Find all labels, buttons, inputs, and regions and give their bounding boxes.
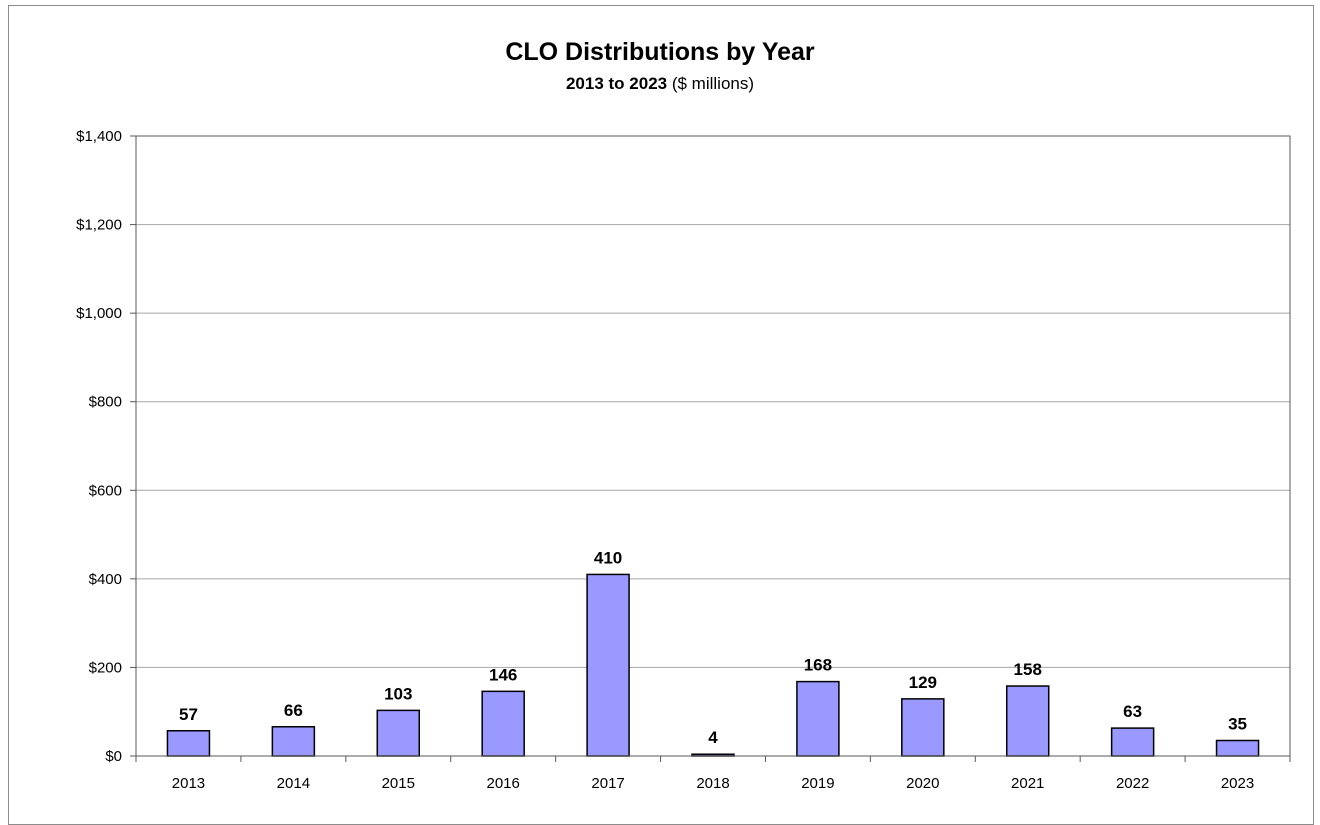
x-tick-label: 2016 [486,775,519,792]
y-tick-label: $1,400 [76,128,122,145]
data-label: 410 [594,548,622,567]
chart-subtitle-range: 2013 to 2023 [565,74,668,93]
data-label: 168 [804,656,832,675]
bar [376,709,421,757]
chart-frame [8,5,1314,825]
x-tick-label: 2015 [382,775,415,792]
bar [796,680,840,757]
labels: $0 $200 $400 $600 $800 $1,000 $1,200 $1,400 57 20… [76,128,1254,792]
data-label: 103 [384,684,412,703]
x-tick-label: 2023 [1221,775,1254,792]
axes [130,135,1291,762]
x-tick-label: 2017 [591,775,624,792]
x-tick-label: 2014 [277,775,310,792]
y-tick-label: $800 [89,394,122,411]
plot-area-border [135,135,1291,757]
data-label: 146 [489,665,517,684]
chart-subtitle: 2013 to 2023 ($ millions) [0,74,1320,94]
data-label: 4 [708,728,718,747]
data-label: 129 [909,673,937,692]
x-tick-label: 2018 [696,775,729,792]
data-label: 63 [1123,702,1142,721]
bar-chart: $0 $200 $400 $600 $800 $1,000 $1,200 $1,400 57 20… [76,128,1291,792]
bar [271,726,316,757]
data-label: 158 [1014,660,1042,679]
bar [1005,685,1050,757]
data-label: 57 [179,705,198,724]
data-label: 35 [1228,715,1247,734]
bar [1215,739,1260,757]
gridlines [136,135,1290,668]
x-tick-label: 2021 [1011,775,1044,792]
x-tick-label: 2020 [906,775,939,792]
y-tick-label: $200 [89,659,122,676]
y-tick-label: $1,200 [76,217,122,234]
y-tick-label: $600 [89,482,122,499]
bar [481,690,525,757]
y-tick-label: $0 [105,748,122,765]
x-tick-label: 2013 [172,775,205,792]
bar [901,698,945,757]
chart-subtitle-units: ($ millions) [667,74,755,93]
chart-title: CLO Distributions by Year [505,38,815,66]
y-tick-label: $1,000 [76,305,122,322]
x-tick-label: 2019 [801,775,834,792]
bar [586,573,630,757]
y-tick-label: $400 [89,571,122,588]
x-tick-label: 2022 [1116,775,1149,792]
bar [1110,727,1155,757]
bar [166,730,211,757]
bars [166,573,1260,757]
data-label: 66 [284,701,303,720]
